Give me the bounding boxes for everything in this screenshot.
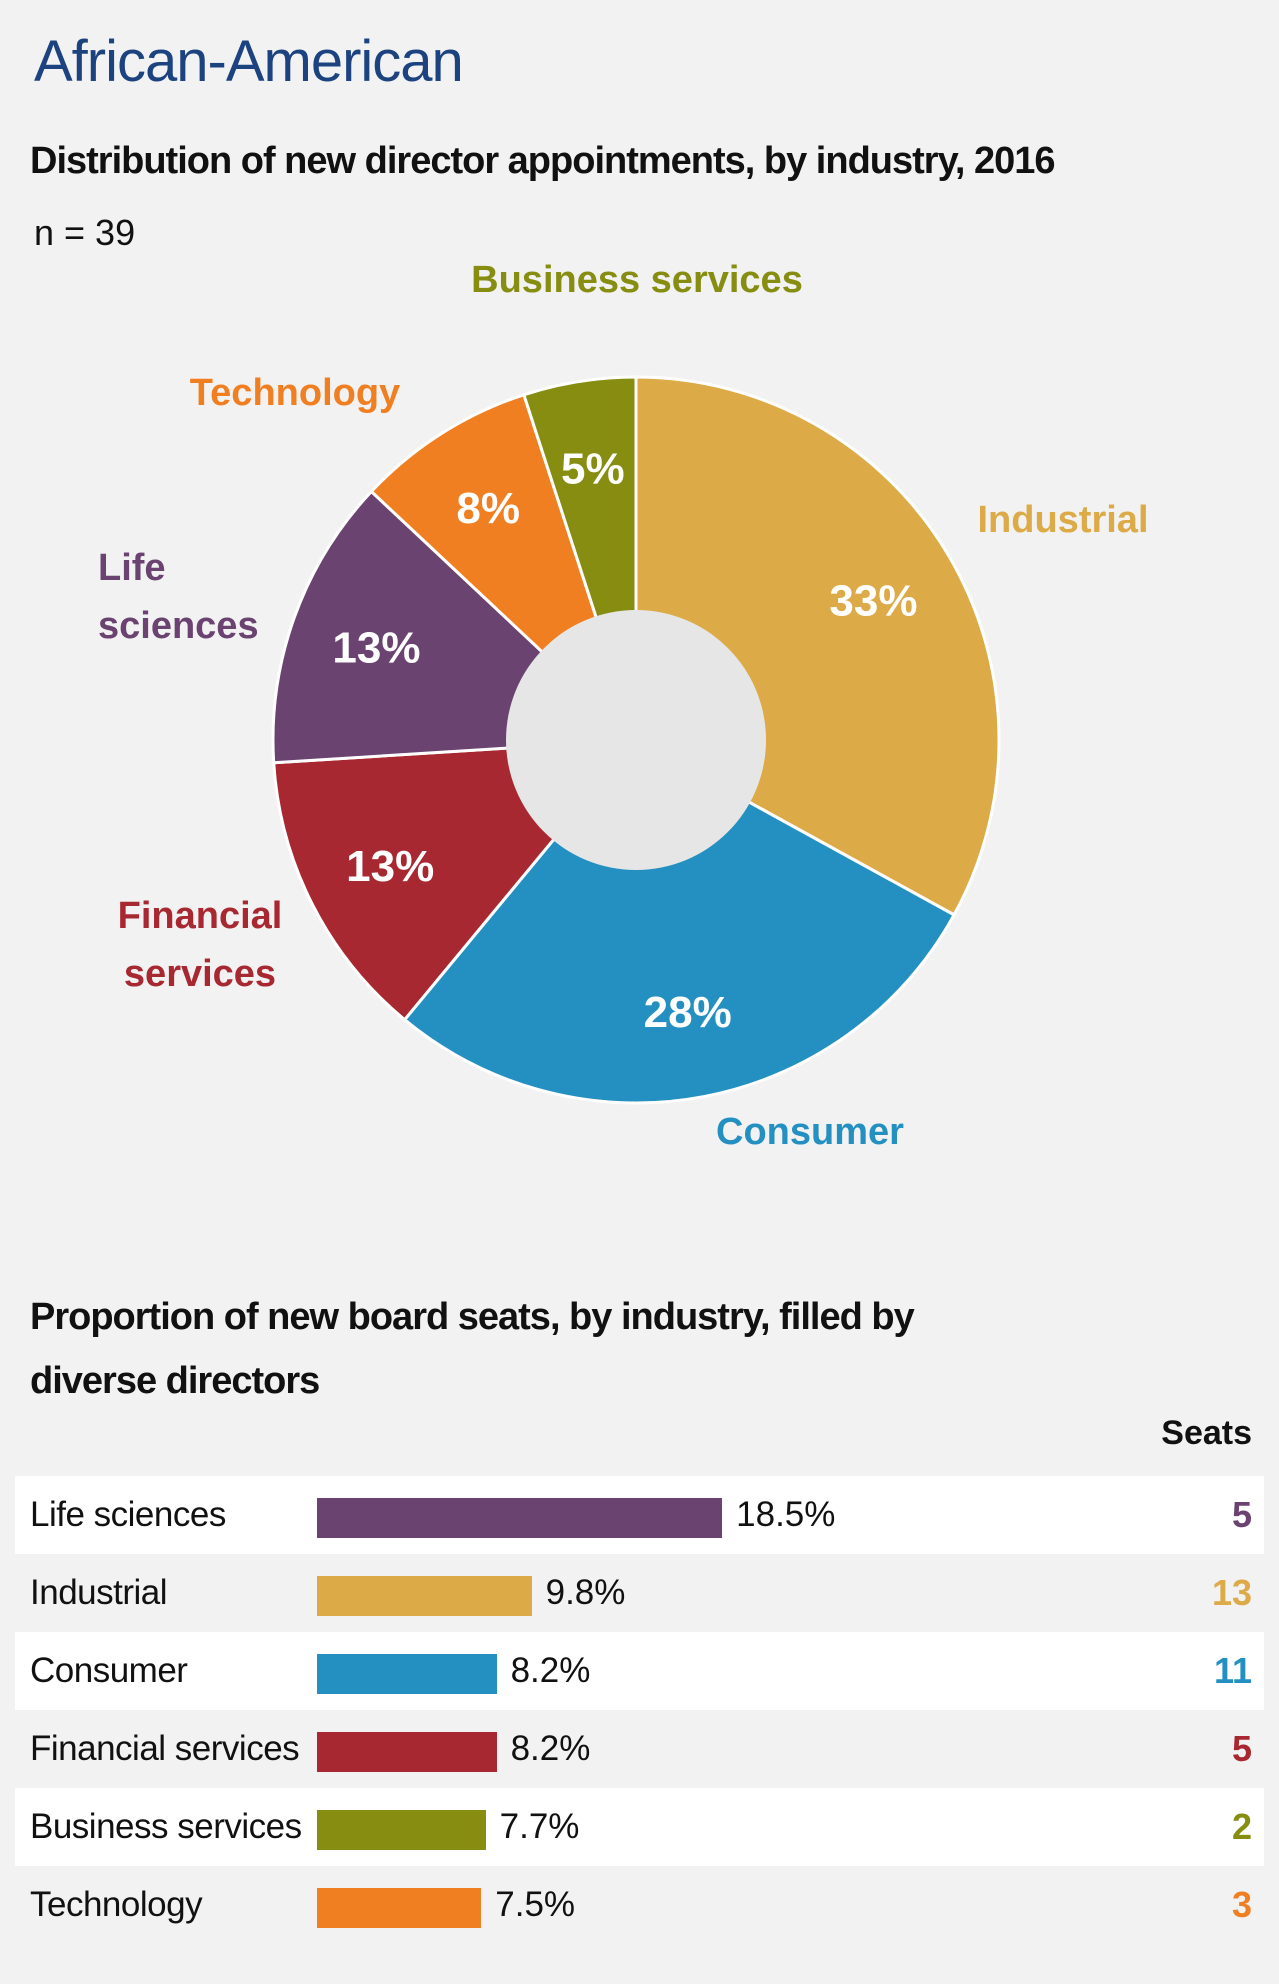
seats-value: 5 — [1231, 1728, 1252, 1769]
pie-category-label-technology: Technology — [190, 372, 400, 414]
bar-financial-services — [317, 1732, 497, 1772]
bar-chart-title: Proportion of new board seats, by indust… — [30, 1296, 915, 1402]
bar-row-financial-services: Financial services 8.2% 5 — [15, 1710, 1264, 1788]
bar-technology — [317, 1888, 482, 1928]
bar-row-industrial: Industrial 9.8% 13 — [15, 1554, 1264, 1632]
seats-column-header: Seats — [1161, 1414, 1252, 1452]
seats-value: 13 — [1211, 1572, 1252, 1613]
pie-category-label-life-sciences: Life sciences — [98, 547, 259, 647]
bar-row-technology: Technology 7.5% 3 — [15, 1866, 1264, 1944]
bar-row-consumer: Consumer 8.2% 11 — [15, 1632, 1264, 1710]
pie-value-label-life-sciences: 13% — [332, 624, 420, 673]
bar-row-business-services: Business services 7.7% 2 — [15, 1788, 1264, 1866]
bar-row-life-sciences: Life sciences 18.5% 5 — [15, 1476, 1264, 1554]
seats-value: 5 — [1231, 1494, 1252, 1535]
seats-value: 11 — [1213, 1650, 1252, 1691]
bar-table: Life sciences 18.5% 5 Industrial 9.8% 13 Consu… — [15, 1476, 1264, 1944]
donut-center-hole — [506, 610, 766, 870]
bar-industrial — [317, 1576, 532, 1616]
pie-value-label-consumer: 28% — [644, 988, 732, 1037]
pie-value-label-financial-services: 13% — [346, 842, 434, 891]
pie-category-label-industrial: Industrial — [977, 499, 1148, 541]
bar-value-label: 8.2% — [510, 1651, 591, 1690]
pie-chart-title: Distribution of new director appointment… — [30, 140, 1056, 182]
pie-value-label-technology: 8% — [456, 484, 520, 533]
seats-value: 3 — [1231, 1884, 1252, 1925]
pie-category-label-financial-services: Financial services — [118, 895, 283, 995]
bar-row-label: Life sciences — [30, 1495, 226, 1534]
donut-chart: 33% Industrial 28% Consumer 13% Financial serv… — [98, 259, 1149, 1153]
bar-value-label: 18.5% — [736, 1495, 836, 1534]
bar-row-label: Industrial — [30, 1573, 168, 1612]
bar-consumer — [317, 1654, 497, 1694]
bar-row-label: Technology — [30, 1885, 203, 1924]
pie-category-label-consumer: Consumer — [716, 1111, 904, 1153]
pie-slice-consumer — [402, 738, 957, 1105]
seats-value: 2 — [1231, 1806, 1252, 1847]
bar-row-label: Business services — [30, 1807, 302, 1846]
bar-row-label: Consumer — [30, 1651, 188, 1690]
bar-row-label: Financial services — [30, 1729, 300, 1768]
bar-value-label: 7.7% — [499, 1807, 580, 1846]
bar-value-label: 8.2% — [510, 1729, 591, 1768]
bar-life-sciences — [317, 1498, 723, 1538]
bar-value-label: 7.5% — [495, 1885, 576, 1924]
bar-value-label: 9.8% — [545, 1573, 626, 1612]
page-heading: African-American — [34, 29, 464, 94]
pie-value-label-industrial: 33% — [829, 577, 917, 626]
sample-size-label: n = 39 — [34, 212, 136, 253]
pie-category-label-business-services: Business services — [471, 259, 803, 301]
bar-business-services — [317, 1810, 486, 1850]
pie-value-label-business-services: 5% — [561, 445, 625, 494]
